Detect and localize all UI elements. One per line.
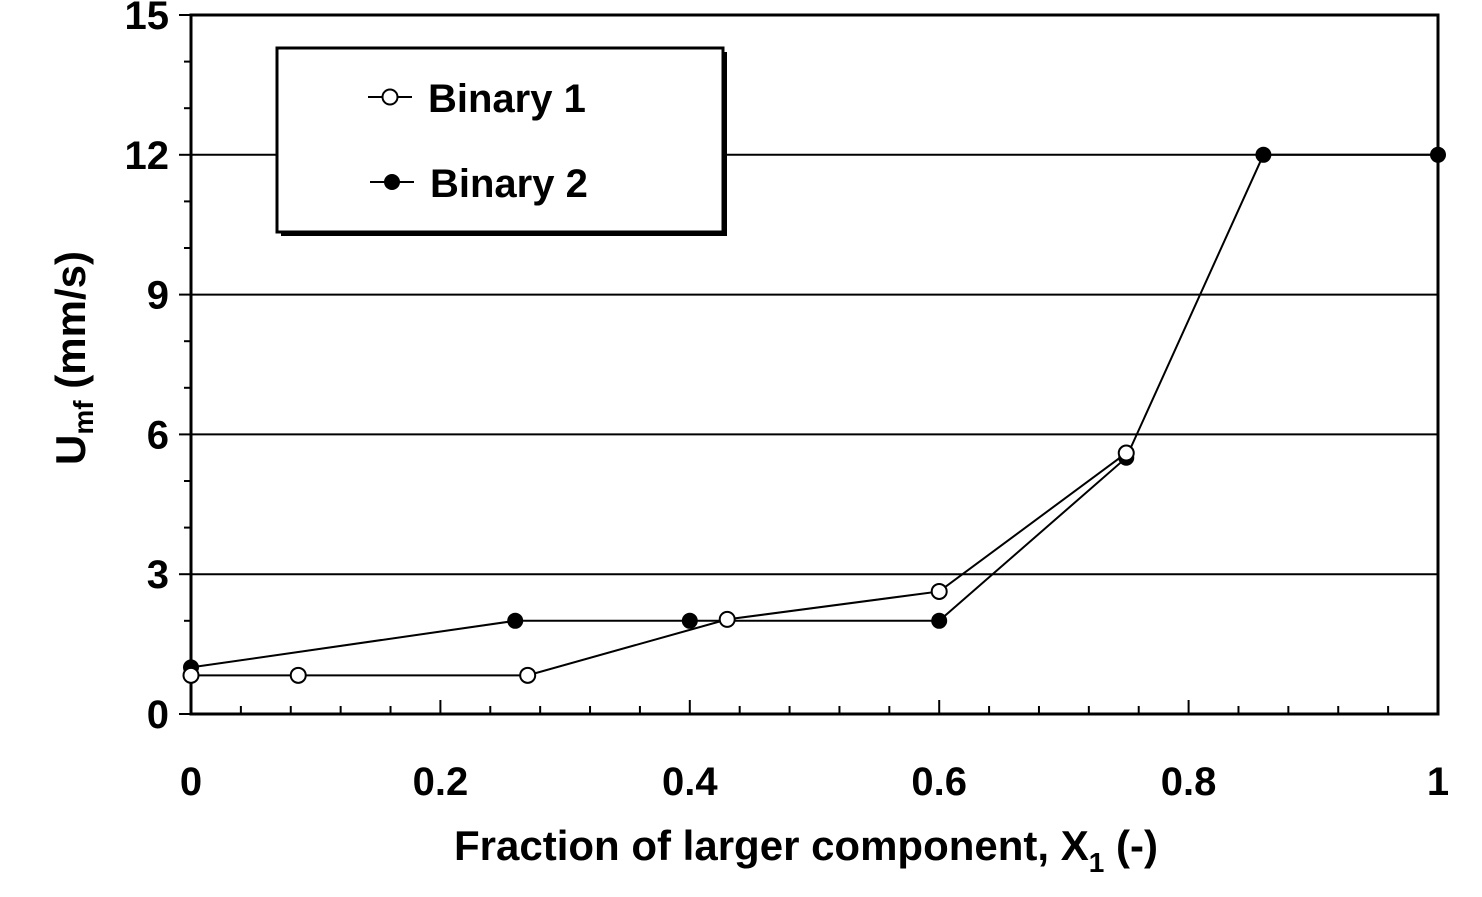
y-tick-label: 9 bbox=[147, 274, 169, 318]
y-axis-title: Umf (mm/s) bbox=[47, 251, 99, 465]
data-point-open bbox=[718, 610, 736, 628]
plot-area-frame bbox=[189, 13, 1440, 716]
y-axis-title-main: U bbox=[47, 435, 94, 465]
y-tick-label: 6 bbox=[147, 413, 169, 457]
x-tick-label: 1 bbox=[1427, 760, 1449, 804]
legend-marker-binary-1 bbox=[381, 88, 399, 106]
x-tick-label: 0 bbox=[180, 760, 202, 804]
x-tick-labels: 0 0.2 0.4 0.6 0.8 1 bbox=[180, 760, 1449, 804]
legend-box bbox=[275, 46, 725, 234]
x-tick-label: 0.2 bbox=[413, 760, 469, 804]
data-point-filled bbox=[1430, 146, 1446, 163]
data-point-open bbox=[519, 666, 537, 684]
x-tick-label: 0.4 bbox=[662, 760, 718, 804]
data-point-filled bbox=[507, 612, 524, 629]
legend-marker-binary-2 bbox=[384, 174, 400, 190]
data-point-filled bbox=[681, 612, 698, 629]
data-point-filled bbox=[1255, 146, 1272, 163]
data-point-open bbox=[182, 666, 200, 684]
y-axis-title-subscript: mf bbox=[68, 400, 99, 435]
y-tick-label: 15 bbox=[125, 0, 170, 38]
series-line bbox=[191, 452, 1127, 677]
x-axis-title: Fraction of larger component, X1 (-) bbox=[454, 822, 1158, 878]
y-tick-label: 0 bbox=[147, 693, 169, 737]
x-axis-title-suffix: (-) bbox=[1104, 822, 1158, 869]
y-tick-label: 12 bbox=[125, 134, 170, 178]
x-axis-title-subscript: 1 bbox=[1089, 847, 1105, 878]
data-point-filled bbox=[931, 612, 948, 629]
data-point-open bbox=[1117, 444, 1135, 462]
y-axis-title-suffix: (mm/s) bbox=[47, 251, 94, 400]
svg-text:Umf (mm/s): Umf (mm/s) bbox=[47, 251, 99, 465]
legend-label-binary-2: Binary 2 bbox=[430, 162, 588, 206]
legend: Binary 1 Binary 2 bbox=[275, 46, 727, 236]
x-axis-title-main: Fraction of larger component, X bbox=[454, 822, 1089, 869]
x-tick-label: 0.8 bbox=[1161, 760, 1217, 804]
y-tick-labels: 0 3 6 9 12 15 bbox=[125, 0, 170, 737]
data-point-open bbox=[930, 582, 948, 600]
legend-label-binary-1: Binary 1 bbox=[428, 77, 586, 121]
x-tick-label: 0.6 bbox=[911, 760, 967, 804]
series-markers bbox=[182, 146, 1446, 684]
data-point-open bbox=[289, 666, 307, 684]
y-tick-label: 3 bbox=[147, 553, 169, 597]
